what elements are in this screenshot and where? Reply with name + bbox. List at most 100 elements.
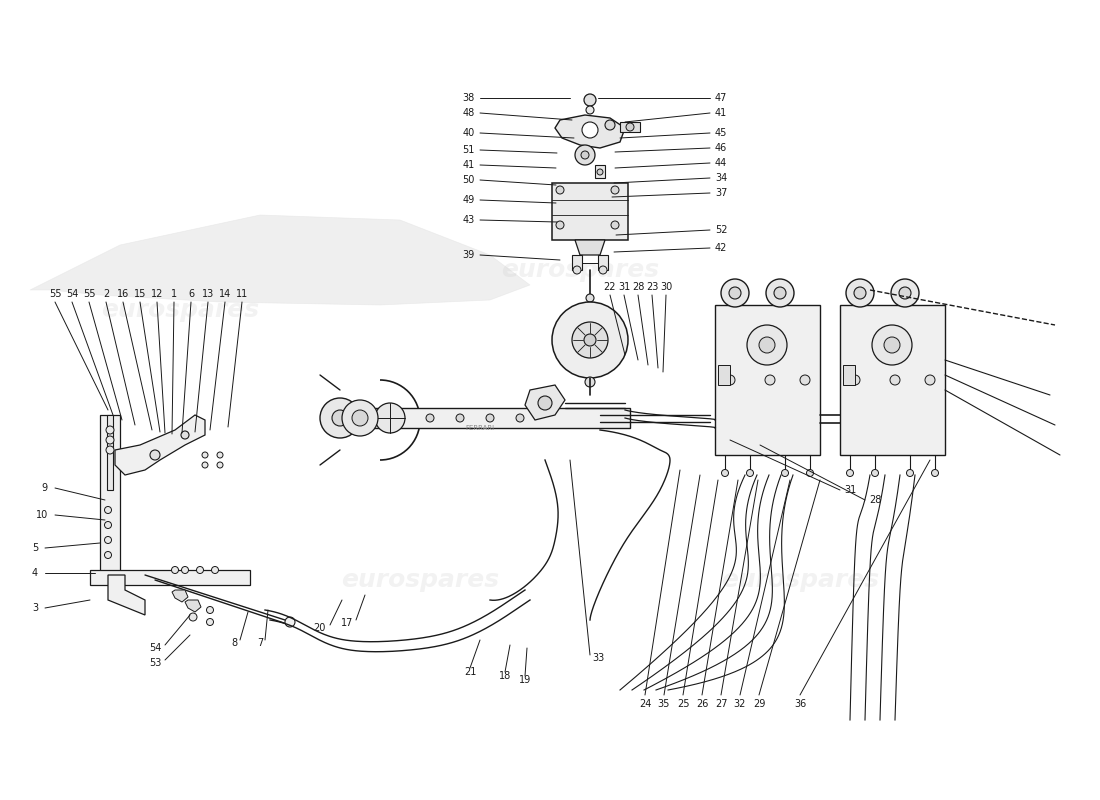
Text: eurospares: eurospares: [500, 258, 659, 282]
Circle shape: [759, 337, 775, 353]
Circle shape: [584, 94, 596, 106]
Text: 47: 47: [715, 93, 727, 103]
Text: 32: 32: [734, 699, 746, 709]
Polygon shape: [715, 305, 820, 455]
Circle shape: [781, 470, 789, 477]
Circle shape: [884, 337, 900, 353]
Text: 20: 20: [314, 623, 326, 633]
Circle shape: [217, 462, 223, 468]
Circle shape: [582, 122, 598, 138]
Circle shape: [375, 403, 405, 433]
Text: 39: 39: [463, 250, 475, 260]
Circle shape: [573, 266, 581, 274]
Circle shape: [575, 145, 595, 165]
Polygon shape: [595, 165, 605, 178]
Text: 49: 49: [463, 195, 475, 205]
Polygon shape: [107, 415, 113, 490]
Text: 33: 33: [592, 653, 604, 663]
Circle shape: [104, 506, 111, 514]
Circle shape: [320, 398, 360, 438]
Text: 54: 54: [150, 643, 162, 653]
Text: 5: 5: [32, 543, 39, 553]
Polygon shape: [108, 575, 145, 615]
Circle shape: [764, 375, 776, 385]
Circle shape: [106, 446, 114, 454]
Circle shape: [584, 334, 596, 346]
Circle shape: [516, 414, 524, 422]
Circle shape: [890, 375, 900, 385]
Circle shape: [486, 414, 494, 422]
Polygon shape: [116, 415, 205, 475]
Text: 50: 50: [463, 175, 475, 185]
Polygon shape: [572, 255, 582, 270]
Text: 14: 14: [219, 289, 231, 299]
Circle shape: [850, 375, 860, 385]
Text: 29: 29: [752, 699, 766, 709]
Polygon shape: [718, 365, 730, 385]
Text: 41: 41: [715, 108, 727, 118]
Text: FERRARI: FERRARI: [465, 425, 495, 431]
Circle shape: [925, 375, 935, 385]
Circle shape: [285, 617, 295, 627]
Text: 24: 24: [639, 699, 651, 709]
Circle shape: [871, 470, 879, 477]
Text: 31: 31: [844, 485, 856, 495]
Circle shape: [806, 470, 814, 477]
Polygon shape: [840, 305, 945, 455]
Circle shape: [202, 452, 208, 458]
Circle shape: [585, 377, 595, 387]
Circle shape: [456, 414, 464, 422]
Text: 44: 44: [715, 158, 727, 168]
Circle shape: [747, 325, 786, 365]
Circle shape: [872, 325, 912, 365]
Circle shape: [207, 606, 213, 614]
Circle shape: [586, 294, 594, 302]
Circle shape: [172, 566, 178, 574]
Circle shape: [597, 169, 603, 175]
Circle shape: [846, 279, 874, 307]
Circle shape: [189, 613, 197, 621]
Polygon shape: [556, 115, 625, 148]
Text: eurospares: eurospares: [720, 568, 879, 592]
Circle shape: [932, 470, 938, 477]
Text: 1: 1: [170, 289, 177, 299]
Text: 55: 55: [48, 289, 62, 299]
Circle shape: [906, 470, 913, 477]
Circle shape: [854, 287, 866, 299]
Text: 10: 10: [35, 510, 48, 520]
Polygon shape: [172, 590, 188, 602]
Text: 16: 16: [117, 289, 129, 299]
Text: 30: 30: [660, 282, 672, 292]
Circle shape: [211, 566, 219, 574]
Text: 15: 15: [134, 289, 146, 299]
Text: 43: 43: [463, 215, 475, 225]
Circle shape: [332, 410, 348, 426]
Polygon shape: [843, 365, 855, 385]
Circle shape: [426, 414, 434, 422]
Text: 17: 17: [341, 618, 353, 628]
Text: 52: 52: [715, 225, 727, 235]
Text: 2: 2: [103, 289, 109, 299]
Circle shape: [605, 120, 615, 130]
Text: 35: 35: [658, 699, 670, 709]
Text: eurospares: eurospares: [341, 568, 499, 592]
Circle shape: [106, 436, 114, 444]
Text: 7: 7: [256, 638, 263, 648]
Circle shape: [150, 450, 160, 460]
Text: 25: 25: [676, 699, 690, 709]
Text: 21: 21: [464, 667, 476, 677]
Text: 55: 55: [82, 289, 96, 299]
Text: 53: 53: [150, 658, 162, 668]
Polygon shape: [30, 215, 530, 305]
Circle shape: [352, 410, 368, 426]
Circle shape: [538, 396, 552, 410]
Text: 18: 18: [499, 671, 512, 681]
Text: eurospares: eurospares: [101, 298, 260, 322]
Text: 6: 6: [188, 289, 194, 299]
Circle shape: [182, 431, 189, 439]
Circle shape: [626, 123, 634, 131]
Circle shape: [581, 151, 589, 159]
Text: 11: 11: [235, 289, 249, 299]
Circle shape: [729, 287, 741, 299]
Polygon shape: [90, 570, 250, 585]
